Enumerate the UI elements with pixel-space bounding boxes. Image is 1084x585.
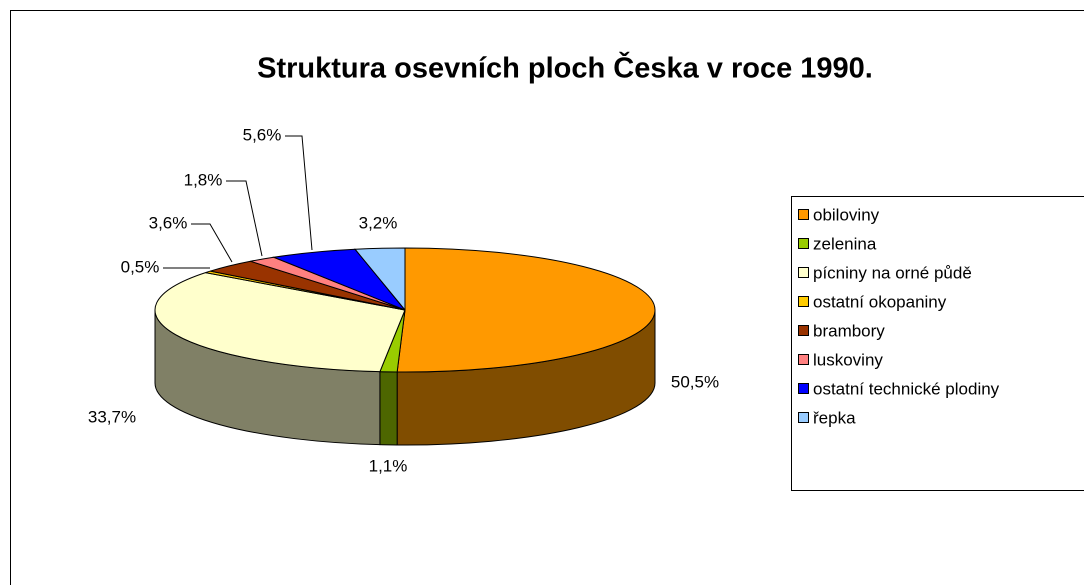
data-label: 1,8% bbox=[184, 170, 223, 189]
legend-label: řepka bbox=[813, 408, 856, 427]
leader-line bbox=[191, 223, 233, 263]
data-label: 3,6% bbox=[149, 213, 188, 232]
leader-line bbox=[226, 180, 263, 257]
legend-swatch bbox=[798, 412, 809, 423]
legend-box bbox=[791, 196, 1084, 491]
legend-label: pícniny na orné půdě bbox=[813, 263, 972, 282]
data-label: 33,7% bbox=[88, 407, 136, 426]
legend-label: obiloviny bbox=[813, 205, 880, 224]
data-label: 50,5% bbox=[671, 372, 719, 391]
legend-label: ostatní technické plodiny bbox=[813, 379, 1000, 398]
data-label: 1,1% bbox=[369, 456, 408, 475]
legend-swatch bbox=[798, 354, 809, 365]
data-label: 5,6% bbox=[243, 125, 282, 144]
pie-slice bbox=[396, 247, 656, 373]
legend-swatch bbox=[798, 267, 809, 278]
pie-slice-side bbox=[379, 371, 398, 446]
legend-label: brambory bbox=[813, 321, 885, 340]
legend-swatch bbox=[798, 296, 809, 307]
data-label: 0,5% bbox=[121, 257, 160, 276]
legend-label: ostatní okopaniny bbox=[813, 292, 947, 311]
legend-label: zelenina bbox=[813, 234, 877, 253]
pie-slice bbox=[354, 247, 406, 312]
legend-swatch bbox=[798, 209, 809, 220]
legend-label: luskoviny bbox=[813, 350, 883, 369]
legend-swatch bbox=[798, 325, 809, 336]
data-label: 3,2% bbox=[359, 213, 398, 232]
pie-slice bbox=[154, 272, 406, 373]
legend-swatch bbox=[798, 383, 809, 394]
leader-line bbox=[285, 135, 313, 251]
legend-swatch bbox=[798, 238, 809, 249]
chart-title: Struktura osevních ploch Česka v roce 19… bbox=[257, 51, 873, 85]
